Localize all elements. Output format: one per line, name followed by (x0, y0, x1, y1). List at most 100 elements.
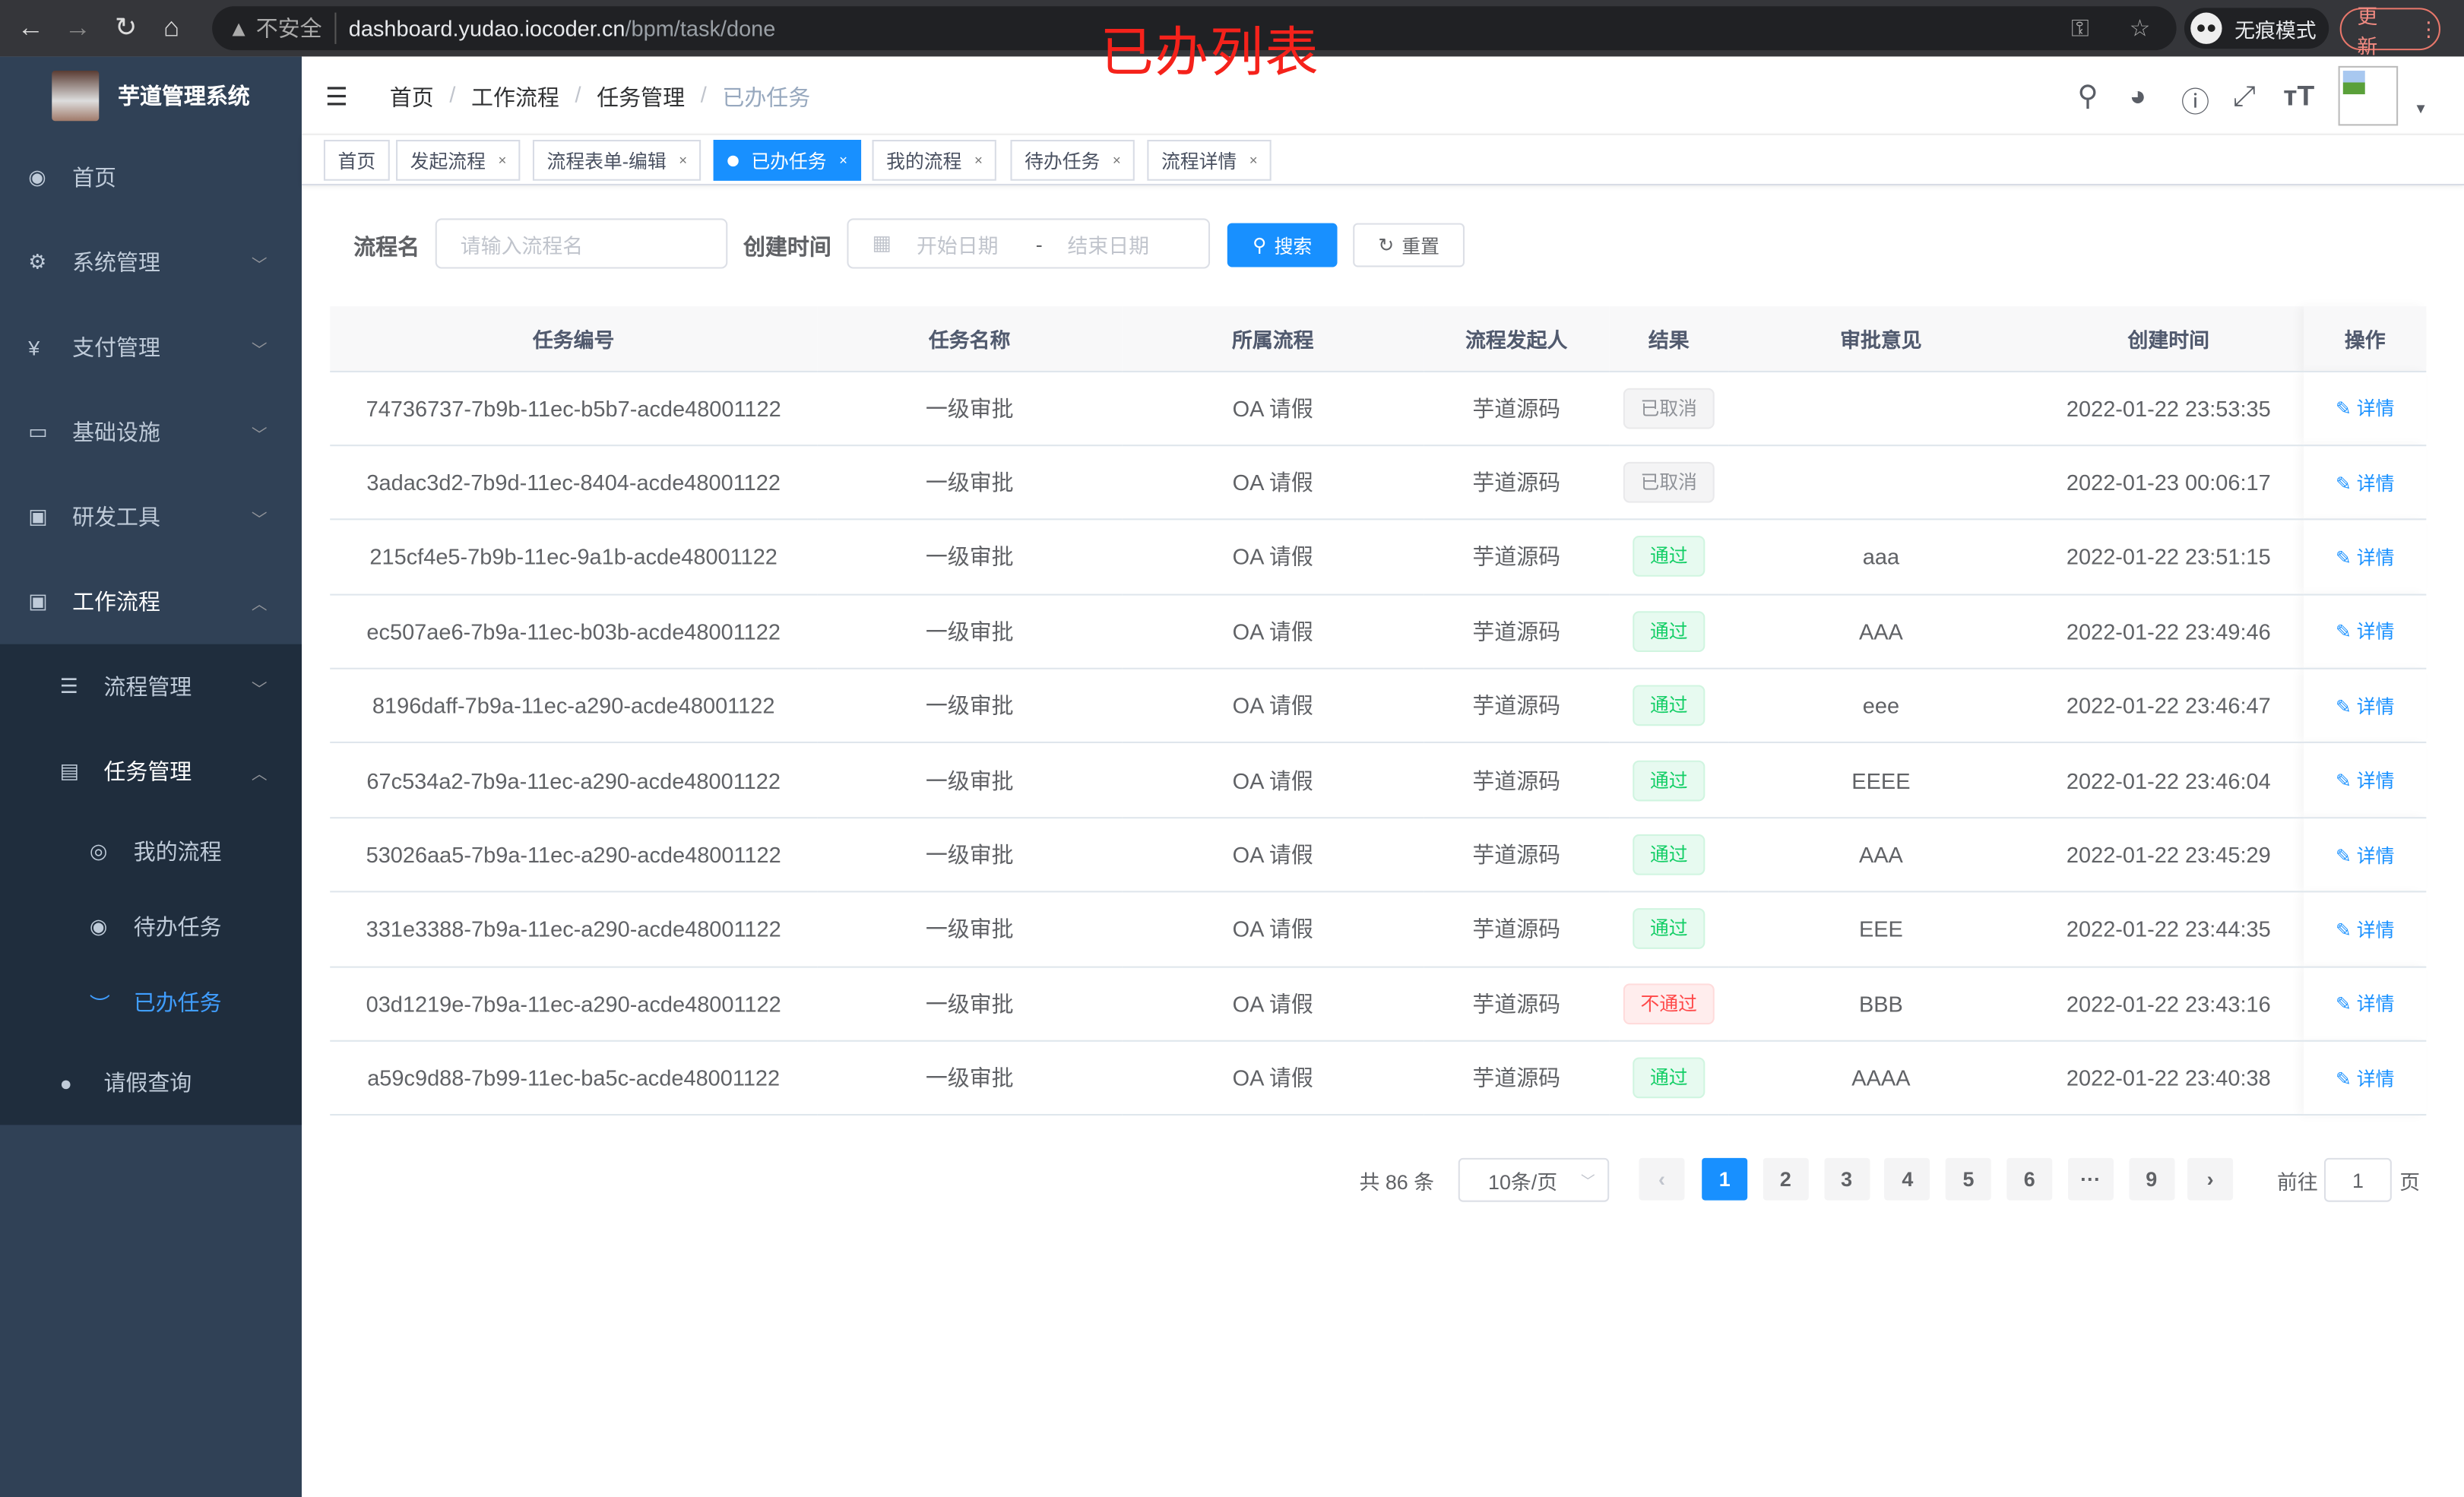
status-badge: 通过 (1633, 834, 1705, 875)
dashboard-icon: ◉ (28, 165, 46, 189)
tag-my-process[interactable]: 我的流程 × (872, 140, 997, 181)
font-size-icon[interactable]: тT (2283, 80, 2315, 112)
incognito-badge[interactable]: ●● 无痕模式 (2184, 8, 2329, 49)
tag-process-detail[interactable]: 流程详情 × (1147, 140, 1272, 181)
detail-link[interactable]: ✎ 详情 (2336, 1068, 2394, 1090)
table-row: 67c534a2-7b9a-11ec-a290-acde48001122 一级审… (330, 742, 2427, 818)
update-button[interactable]: 更新 ⋮ (2339, 4, 2440, 57)
fullscreen-icon[interactable]: ⤢ (2233, 80, 2256, 112)
result-cell: 不通过 (1609, 966, 1729, 1042)
sidebar-item-task-manage[interactable]: ▤ 任务管理 ︿ (0, 729, 302, 814)
process-name-input[interactable]: 请输入流程名 (435, 218, 728, 269)
sidebar-item-my-process[interactable]: ◎ 我的流程 (0, 814, 302, 889)
table-row: 74736737-7b9b-11ec-b5b7-acde48001122 一级审… (330, 370, 2427, 446)
edit-icon: ✎ (2336, 919, 2352, 942)
search-button[interactable]: ⚲ 搜索 (1227, 223, 1338, 267)
close-icon[interactable]: × (1249, 152, 1258, 169)
tag-done-tasks[interactable]: 已办任务 × (713, 140, 862, 181)
detail-label: 详情 (2356, 844, 2395, 867)
chevron-down-icon: ﹀ (251, 341, 268, 359)
page-button[interactable]: 1 (1702, 1157, 1748, 1201)
sidebar-item-system[interactable]: ⚙ 系统管理 ﹀ (0, 220, 302, 305)
detail-link[interactable]: ✎ 详情 (2336, 397, 2394, 419)
result-cell: 通过 (1609, 668, 1729, 744)
avatar[interactable] (2338, 65, 2399, 126)
detail-link[interactable]: ✎ 详情 (2336, 695, 2394, 717)
tag-start-process[interactable]: 发起流程 × (396, 140, 521, 181)
start-date-input[interactable]: 开始日期 (917, 233, 999, 258)
reset-button[interactable]: ↻ 重置 (1353, 223, 1465, 267)
end-date-input[interactable]: 结束日期 (1067, 233, 1150, 258)
page-button[interactable]: 5 (1946, 1157, 1992, 1201)
breadcrumb-item[interactable]: 任务管理 (597, 84, 686, 110)
sidebar-item-devtools[interactable]: ▣ 研发工具 ﹀ (0, 474, 302, 559)
home-icon[interactable]: ⌂ (163, 12, 180, 43)
forward-icon[interactable]: → (64, 12, 91, 43)
result-cell: 通过 (1609, 742, 1729, 818)
close-icon[interactable]: × (1112, 152, 1121, 169)
detail-link[interactable]: ✎ 详情 (2336, 770, 2394, 792)
page-button[interactable]: 3 (1823, 1157, 1870, 1201)
sidebar-item-done[interactable]: ︶ 已办任务 (0, 965, 302, 1040)
goto-page-input[interactable]: 1 (2323, 1157, 2392, 1202)
result-cell: 已取消 (1609, 445, 1729, 521)
close-icon[interactable]: × (498, 152, 507, 169)
breadcrumb-item[interactable]: 首页 (389, 84, 434, 110)
sidebar-item-infra[interactable]: ▭ 基础设施 ﹀ (0, 390, 302, 475)
caret-down-icon[interactable]: ▼ (2413, 100, 2428, 117)
task-name: 一级审批 (817, 817, 1123, 893)
page-button[interactable]: 2 (1762, 1157, 1809, 1201)
task-name: 一级审批 (817, 519, 1123, 595)
sidebar-item-workflow[interactable]: ▣ 工作流程 ︿ (0, 559, 302, 644)
page-button[interactable]: 4 (1884, 1157, 1930, 1201)
key-icon[interactable]: ⚿ (2071, 14, 2089, 42)
close-icon[interactable]: × (839, 152, 848, 169)
detail-link[interactable]: ✎ 详情 (2336, 919, 2394, 941)
breadcrumb-item[interactable]: 工作流程 (471, 84, 559, 110)
hamburger-icon[interactable]: ☰ (325, 84, 348, 112)
main-content: 流程名 请输入流程名 创建时间 ▦ 开始日期 - 结束日期 ⚲ 搜索 ↻ 重置 任务… (302, 185, 2464, 1497)
process-name-label: 流程名 (353, 234, 420, 260)
page-button[interactable]: 6 (2006, 1157, 2053, 1201)
star-icon[interactable]: ☆ (2129, 15, 2151, 43)
comment: AAA (1728, 817, 2034, 893)
sidebar-item-process-manage[interactable]: ☰ 流程管理 ﹀ (0, 644, 302, 730)
github-icon[interactable]: ◕ (2129, 80, 2147, 112)
page-size-select[interactable]: 10条/页 ﹀ (1458, 1157, 1610, 1202)
sidebar-item-leave[interactable]: ● 请假查询 (0, 1040, 302, 1125)
sidebar-item-label: 研发工具 (72, 504, 160, 530)
table-row: ec507ae6-7b9a-11ec-b03b-acde48001122 一级审… (330, 593, 2427, 669)
tag-form-edit[interactable]: 流程表单-编辑 × (532, 140, 702, 181)
detail-link[interactable]: ✎ 详情 (2336, 546, 2394, 568)
page-button[interactable]: ··· (2067, 1157, 2114, 1201)
close-icon[interactable]: × (974, 152, 983, 169)
action-cell: ✎ 详情 (2304, 1040, 2427, 1116)
breadcrumb: 首页 / 工作流程 / 任务管理 / 已办任务 (390, 82, 810, 113)
detail-link[interactable]: ✎ 详情 (2336, 993, 2394, 1015)
prev-page-button[interactable]: ‹ (1639, 1157, 1685, 1201)
back-icon[interactable]: ← (17, 12, 44, 43)
detail-link[interactable]: ✎ 详情 (2336, 621, 2394, 643)
column-header: 流程发起人 (1424, 306, 1610, 372)
page-button[interactable]: 9 (2128, 1157, 2174, 1201)
address-bar[interactable]: ▲ 不安全 dashboard.yudao.iocoder.cn/bpm/tas… (212, 6, 2177, 51)
search-icon[interactable]: ⚲ (2077, 80, 2098, 112)
logo[interactable]: 芋道管理系统 (0, 56, 302, 135)
close-icon[interactable]: × (679, 152, 688, 169)
create-time: 2022-01-22 23:49:46 (2033, 593, 2304, 669)
chevron-down-icon: ﹀ (251, 426, 268, 445)
range-separator: - (1035, 231, 1043, 255)
tag-todo[interactable]: 待办任务 × (1010, 140, 1135, 181)
sidebar-item-home[interactable]: ◉ 首页 (0, 135, 302, 220)
detail-link[interactable]: ✎ 详情 (2336, 844, 2394, 866)
help-icon[interactable]: ⓘ (2181, 86, 2210, 119)
sidebar-item-todo[interactable]: ◉ 待办任务 (0, 889, 302, 964)
sidebar-item-pay[interactable]: ¥ 支付管理 ﹀ (0, 305, 302, 390)
reload-icon[interactable]: ↻ (114, 12, 138, 43)
result-cell: 通过 (1609, 1040, 1729, 1116)
detail-link[interactable]: ✎ 详情 (2336, 472, 2394, 494)
date-range-picker[interactable]: ▦ 开始日期 - 结束日期 (847, 218, 1211, 269)
tag-home[interactable]: 首页 (323, 140, 390, 181)
next-page-button[interactable]: › (2187, 1157, 2234, 1201)
chevron-up-icon: ︿ (251, 596, 268, 614)
